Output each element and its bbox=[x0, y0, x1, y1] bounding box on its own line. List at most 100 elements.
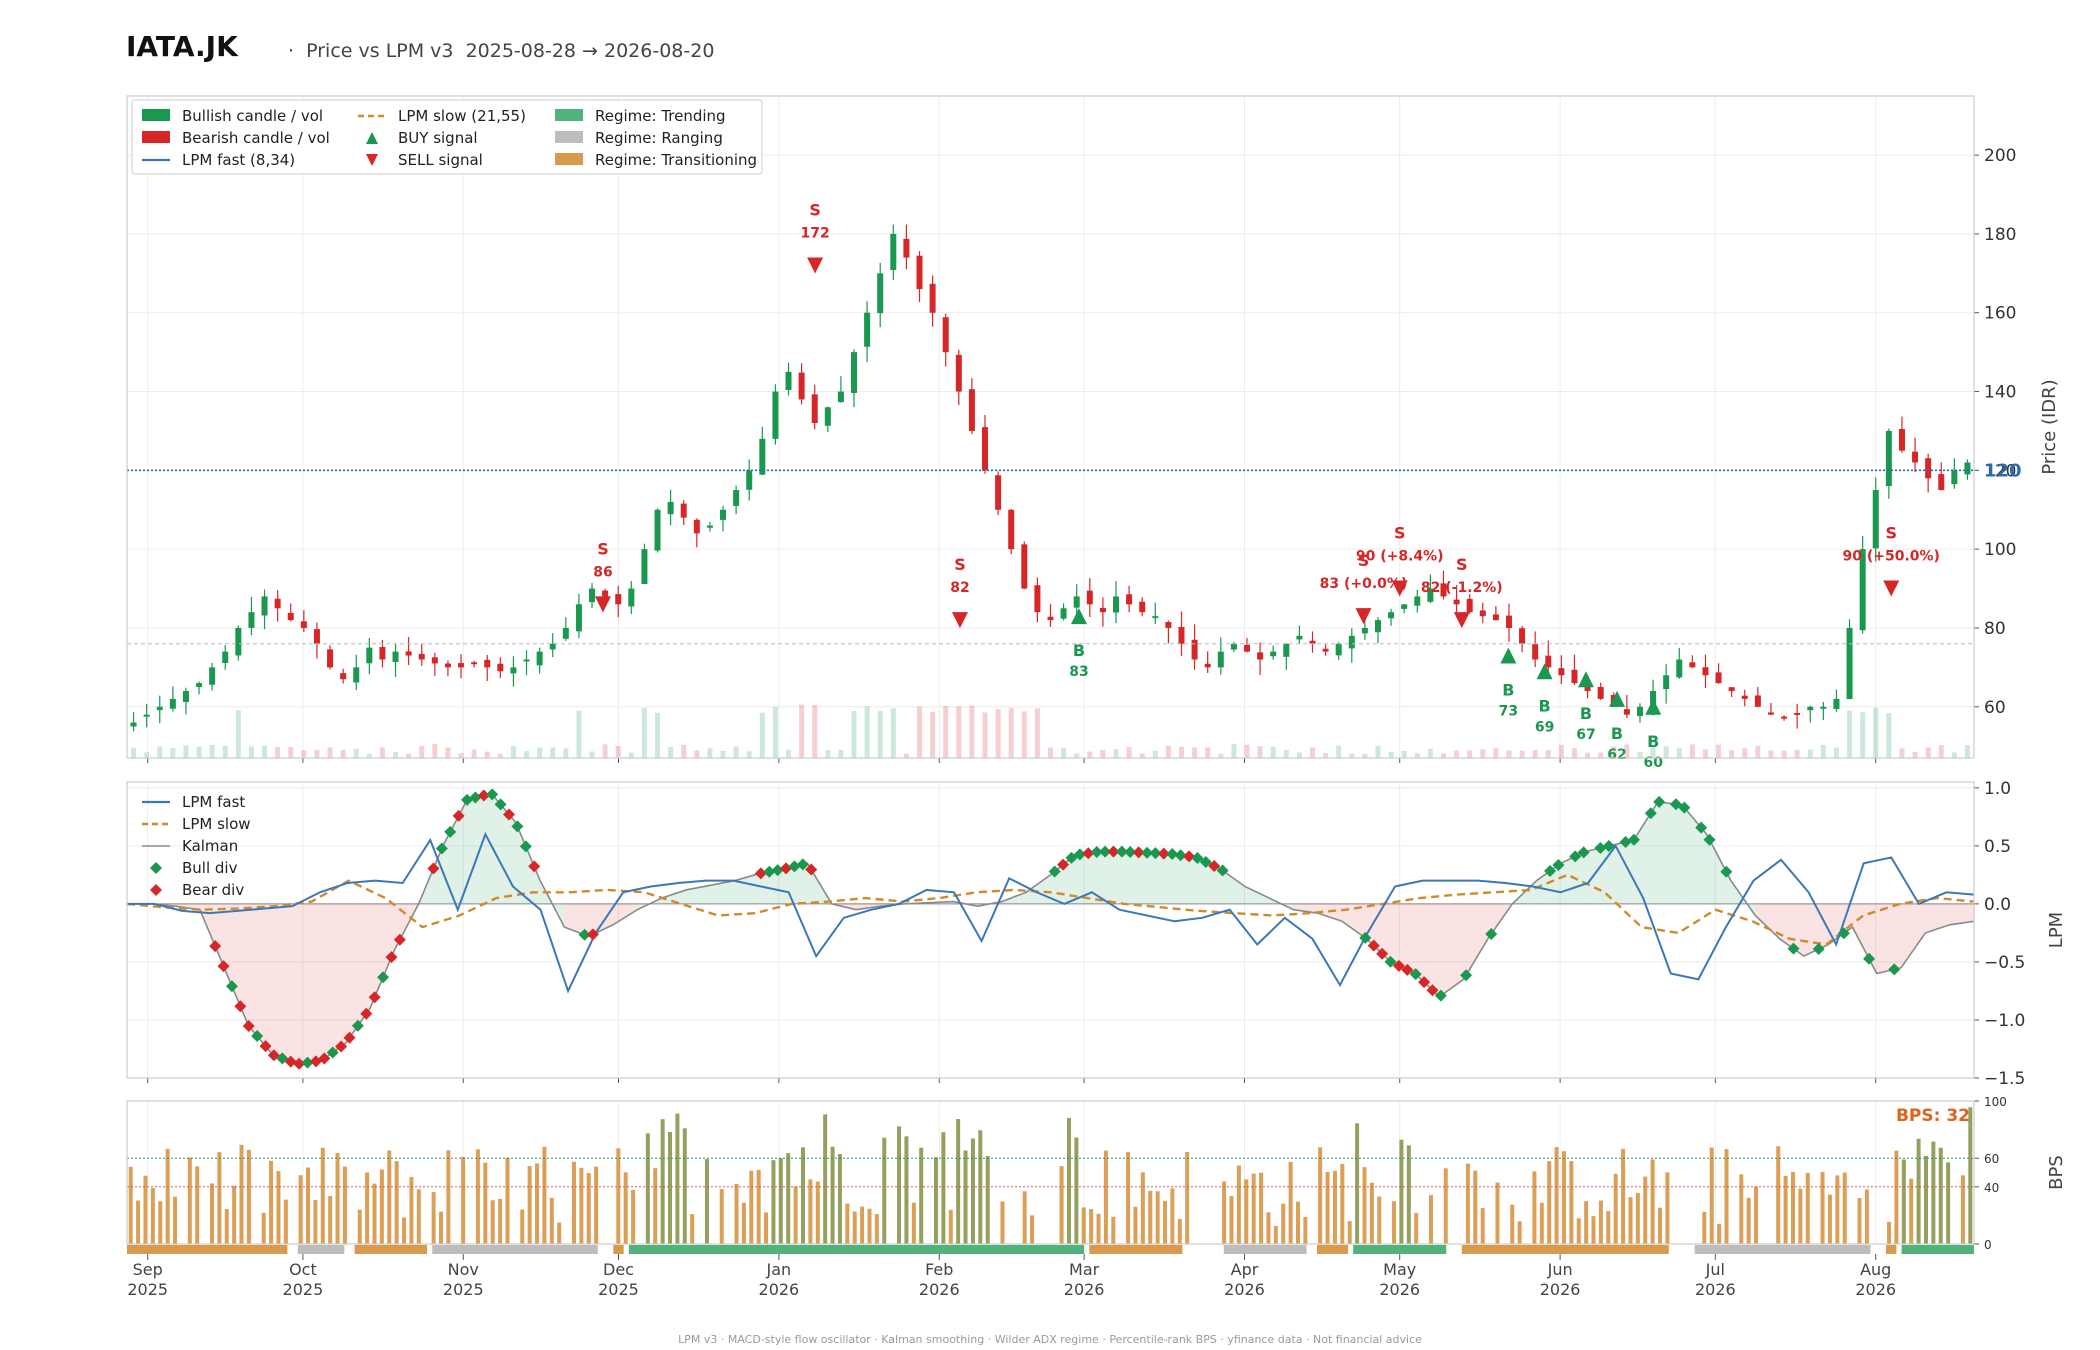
chart-subtitle: · Price vs LPM v3 2025-08-28 → 2026-08-2… bbox=[288, 40, 715, 62]
volume-bar bbox=[1205, 747, 1211, 758]
regime-segment bbox=[1461, 1245, 1669, 1254]
volume-bar bbox=[1257, 746, 1263, 758]
bps-bar bbox=[1857, 1198, 1862, 1244]
volume-bar bbox=[1545, 750, 1551, 758]
x-tick-label: Jun bbox=[1547, 1260, 1573, 1279]
bps-bar bbox=[1754, 1186, 1759, 1244]
sell-score: 90 (+8.4%) bbox=[1356, 549, 1444, 565]
price-axis-label: Price (IDR) bbox=[2039, 379, 2060, 474]
candle-body bbox=[1689, 662, 1696, 668]
bps-bar bbox=[1148, 1190, 1153, 1244]
candle-body bbox=[353, 667, 360, 683]
y-tick-label: 120 bbox=[1984, 461, 2016, 481]
volume-bar bbox=[982, 712, 988, 758]
volume-bar bbox=[903, 753, 909, 758]
x-tick-year: 2025 bbox=[283, 1280, 324, 1299]
buy-score: 62 bbox=[1607, 747, 1626, 763]
buy-marker bbox=[1577, 671, 1594, 688]
candle-body bbox=[1309, 640, 1316, 644]
bps-bar bbox=[756, 1169, 761, 1244]
bps-bar bbox=[1133, 1206, 1138, 1244]
candle-body bbox=[1086, 590, 1093, 605]
bps-bar bbox=[1827, 1194, 1832, 1244]
bps-bar bbox=[1702, 1211, 1707, 1244]
bps-bar bbox=[1643, 1176, 1648, 1244]
candle-body bbox=[759, 438, 766, 475]
volume-bar bbox=[393, 751, 399, 758]
bps-frame bbox=[126, 1100, 1975, 1245]
volume-bar bbox=[1899, 748, 1905, 758]
candle-body bbox=[680, 503, 687, 518]
bull-div-marker bbox=[1141, 846, 1154, 859]
volume-bar bbox=[288, 747, 294, 758]
sell-marker bbox=[1391, 580, 1408, 597]
bps-bar bbox=[1295, 1201, 1300, 1244]
buy-score: 83 bbox=[1069, 664, 1088, 680]
bps-bar bbox=[1414, 1212, 1419, 1244]
kalman-fill bbox=[1415, 903, 1440, 997]
candle-body bbox=[1021, 544, 1028, 589]
kalman-fill bbox=[1876, 903, 1902, 974]
candle-body bbox=[890, 233, 897, 270]
bps-bar bbox=[1901, 1159, 1906, 1244]
candle-body bbox=[1794, 712, 1801, 715]
bps-bar bbox=[1909, 1178, 1914, 1244]
candle-body bbox=[327, 649, 334, 668]
bull-div-marker bbox=[301, 1056, 314, 1069]
candle-body bbox=[1558, 668, 1565, 676]
candle-body bbox=[837, 391, 844, 403]
volume-bar bbox=[1558, 744, 1564, 758]
sell-score: 83 (+0.0%) bbox=[1320, 576, 1408, 592]
volume-bar bbox=[1401, 750, 1407, 758]
kalman-fill bbox=[1026, 874, 1051, 904]
bps-bar bbox=[1805, 1172, 1810, 1244]
bps-bar bbox=[475, 1149, 480, 1244]
bps-bar bbox=[1658, 1207, 1663, 1244]
bear-div-marker bbox=[502, 808, 515, 821]
y-tick-label: 0.5 bbox=[1984, 837, 2011, 857]
candle-body bbox=[1060, 608, 1067, 619]
bps-bar bbox=[1111, 1216, 1116, 1244]
sell-marker bbox=[1355, 608, 1372, 625]
candle-body bbox=[746, 470, 753, 490]
x-tick-label: Aug bbox=[1860, 1260, 1891, 1279]
candle-body bbox=[209, 667, 216, 685]
candle-body bbox=[1230, 643, 1237, 650]
y-tick-label: 0.0 bbox=[1984, 895, 2011, 915]
bps-bar bbox=[372, 1183, 377, 1244]
candle-body bbox=[497, 663, 504, 672]
volume-bar bbox=[1964, 745, 1970, 758]
bps-bar bbox=[342, 1166, 347, 1244]
candle-body bbox=[1676, 659, 1683, 678]
volume-bar bbox=[890, 708, 896, 758]
legend-entry: LPM fast bbox=[142, 793, 245, 811]
legend-label: LPM slow (21,55) bbox=[398, 107, 526, 125]
candle-body bbox=[1008, 509, 1015, 550]
bps-bar bbox=[1665, 1172, 1670, 1244]
candle-body bbox=[1715, 672, 1722, 684]
candle-body bbox=[1453, 599, 1460, 605]
candle-body bbox=[575, 604, 582, 632]
bps-bar bbox=[416, 1189, 421, 1244]
bps-bar bbox=[1628, 1197, 1633, 1244]
bps-bar bbox=[771, 1160, 776, 1244]
bps-bar bbox=[1894, 1150, 1899, 1244]
bps-bar bbox=[1030, 1215, 1035, 1244]
buy-label: B bbox=[1580, 704, 1592, 723]
kalman-fill bbox=[710, 880, 735, 904]
y-tick-label: 1.0 bbox=[1984, 779, 2011, 799]
candle-body bbox=[1322, 648, 1329, 652]
bps-bar bbox=[527, 1166, 532, 1244]
candle-body bbox=[720, 509, 727, 520]
volume-bar bbox=[1231, 744, 1237, 758]
bps-bar bbox=[682, 1128, 687, 1244]
candle-body bbox=[562, 627, 569, 639]
legend-swatch bbox=[366, 132, 378, 144]
buy-marker bbox=[1609, 690, 1626, 707]
volume-bar bbox=[1532, 749, 1538, 758]
volume-bar bbox=[1087, 751, 1093, 758]
volume-bar bbox=[707, 748, 713, 758]
legend-swatch bbox=[150, 884, 162, 896]
candle-body bbox=[1361, 627, 1368, 634]
